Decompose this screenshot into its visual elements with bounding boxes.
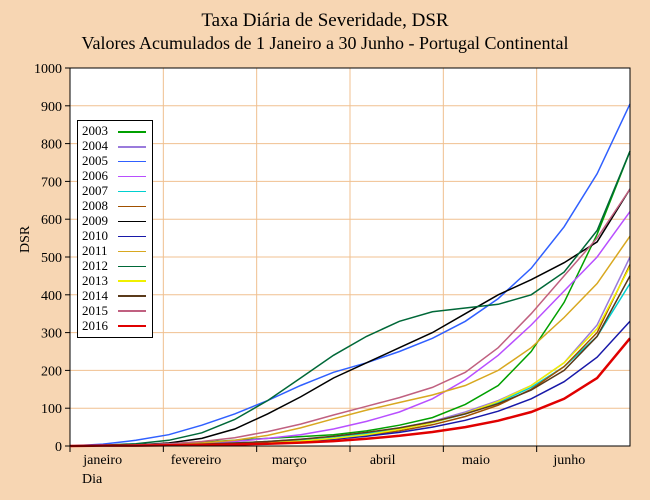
svg-text:800: 800: [41, 138, 62, 153]
svg-text:0: 0: [55, 440, 62, 455]
legend-box: 2003200420052006200720082009201020112012…: [77, 120, 153, 337]
legend-item: 2012: [82, 259, 146, 274]
legend-item: 2003: [82, 124, 146, 139]
svg-text:maio: maio: [462, 453, 490, 468]
y-axis-label: DSR: [18, 226, 34, 253]
legend-item: 2013: [82, 274, 146, 289]
svg-text:600: 600: [41, 214, 62, 229]
legend-item: 2008: [82, 199, 146, 214]
svg-text:março: março: [272, 453, 307, 468]
svg-text:100: 100: [41, 403, 62, 418]
legend-item: 2015: [82, 304, 146, 319]
svg-text:200: 200: [41, 365, 62, 380]
plot-wrap: 0 100 200 300 400 500 600 700 800 900 1000 janeiro f…: [12, 58, 638, 488]
legend-item: 2009: [82, 214, 146, 229]
legend-item: 2014: [82, 289, 146, 304]
legend-item: 2006: [82, 169, 146, 184]
svg-text:400: 400: [41, 289, 62, 304]
svg-text:fevereiro: fevereiro: [171, 453, 222, 468]
legend-item: 2007: [82, 184, 146, 199]
chart-title-main: Taxa Diária de Severidade, DSR: [12, 10, 638, 33]
svg-text:abril: abril: [370, 453, 396, 468]
svg-text:900: 900: [41, 100, 62, 115]
svg-text:300: 300: [41, 327, 62, 342]
legend-item: 2011: [82, 244, 146, 259]
legend-item: 2005: [82, 154, 146, 169]
legend-item: 2004: [82, 139, 146, 154]
svg-text:700: 700: [41, 176, 62, 191]
svg-text:1000: 1000: [34, 62, 62, 77]
legend-item: 2010: [82, 229, 146, 244]
chart-frame: Taxa Diária de Severidade, DSR Valores A…: [0, 0, 650, 500]
chart-title-sub: Valores Acumulados de 1 Janeiro a 30 Jun…: [12, 33, 638, 55]
svg-text:junho: junho: [552, 453, 585, 468]
svg-text:500: 500: [41, 251, 62, 266]
x-axis-label: Dia: [82, 472, 102, 488]
svg-text:janeiro: janeiro: [82, 453, 122, 468]
legend-item: 2016: [82, 319, 146, 334]
chart-title-block: Taxa Diária de Severidade, DSR Valores A…: [12, 10, 638, 54]
